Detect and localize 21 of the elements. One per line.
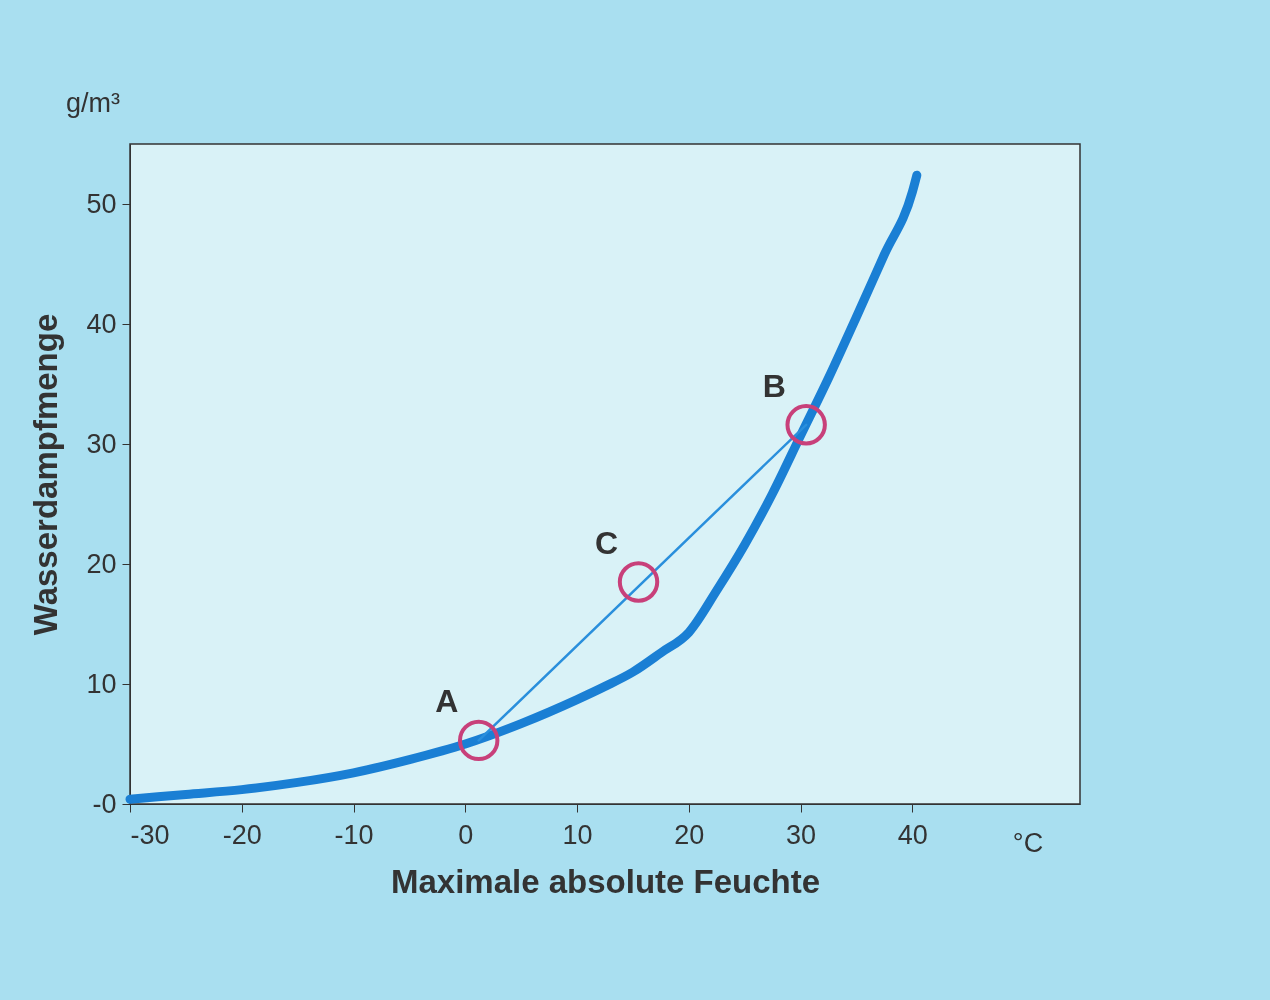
text: g/m³: [66, 88, 121, 118]
x-tick-label: -20: [222, 819, 262, 850]
annotation: B: [762, 367, 786, 404]
x-tick-label: 30: [786, 819, 817, 850]
annotation: C: [594, 525, 619, 561]
x-axis-title: Maximale absolute Feuchte: [390, 862, 821, 900]
y-axis-title: Wasserdampfmenge: [27, 313, 65, 636]
x-tick-label: 0: [458, 819, 474, 850]
annotation: A: [435, 683, 459, 720]
x-tick-label: -30: [130, 819, 170, 850]
y-tick-label: 20: [86, 548, 117, 579]
x-tick-label: 40: [897, 819, 928, 850]
x-tick-label: -10: [334, 819, 374, 850]
y-tick-label: -0: [92, 788, 117, 819]
y-tick-label: 10: [86, 668, 117, 699]
x-tick-label: 20: [674, 819, 705, 850]
y-tick-label: 50: [86, 188, 117, 219]
text: °C: [1012, 828, 1044, 858]
y-tick-label: 30: [86, 428, 117, 459]
y-tick-label: 40: [86, 308, 117, 339]
x-tick-label: 10: [562, 819, 593, 850]
